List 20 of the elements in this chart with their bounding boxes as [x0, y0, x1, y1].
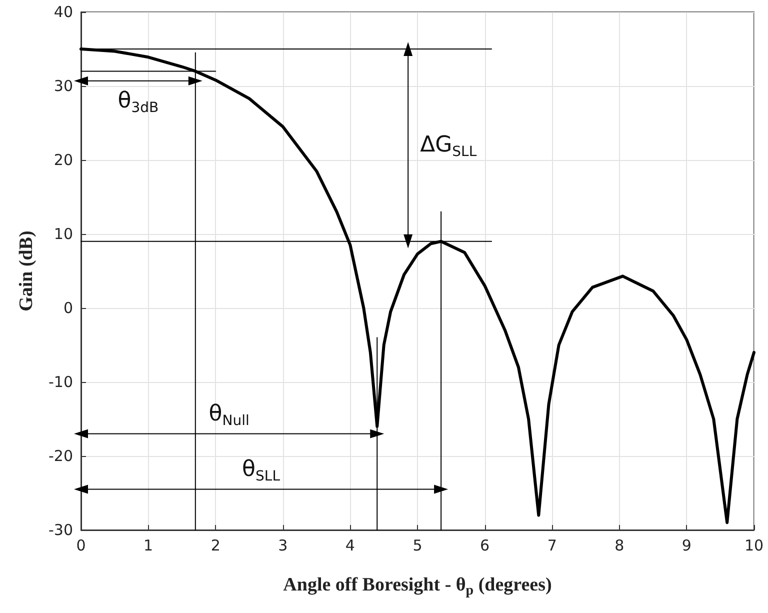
x-tick-label: 0: [76, 536, 86, 554]
x-tick-label: 1: [144, 536, 154, 554]
y-tick-label: 30: [54, 77, 73, 95]
y-tick-label: 0: [63, 299, 73, 317]
y-tick-label: -30: [48, 521, 73, 539]
x-tick-label: 6: [480, 536, 490, 554]
y-axis-title: Gain (dB): [16, 230, 37, 312]
x-tick-label: 2: [210, 536, 220, 554]
y-tick-label: 10: [54, 225, 73, 243]
x-tick-label: 8: [614, 536, 624, 554]
x-tick-label: 5: [412, 536, 422, 554]
x-tick-label: 7: [547, 536, 557, 554]
y-tick-label: -20: [48, 447, 73, 465]
x-tick-label: 3: [278, 536, 288, 554]
x-tick-label: 10: [744, 536, 764, 554]
x-tick-label: 4: [345, 536, 355, 554]
y-tick-label: -10: [48, 373, 73, 391]
y-tick-label: 20: [54, 151, 73, 169]
x-tick-label: 9: [682, 536, 692, 554]
y-tick-label: 40: [54, 3, 73, 21]
